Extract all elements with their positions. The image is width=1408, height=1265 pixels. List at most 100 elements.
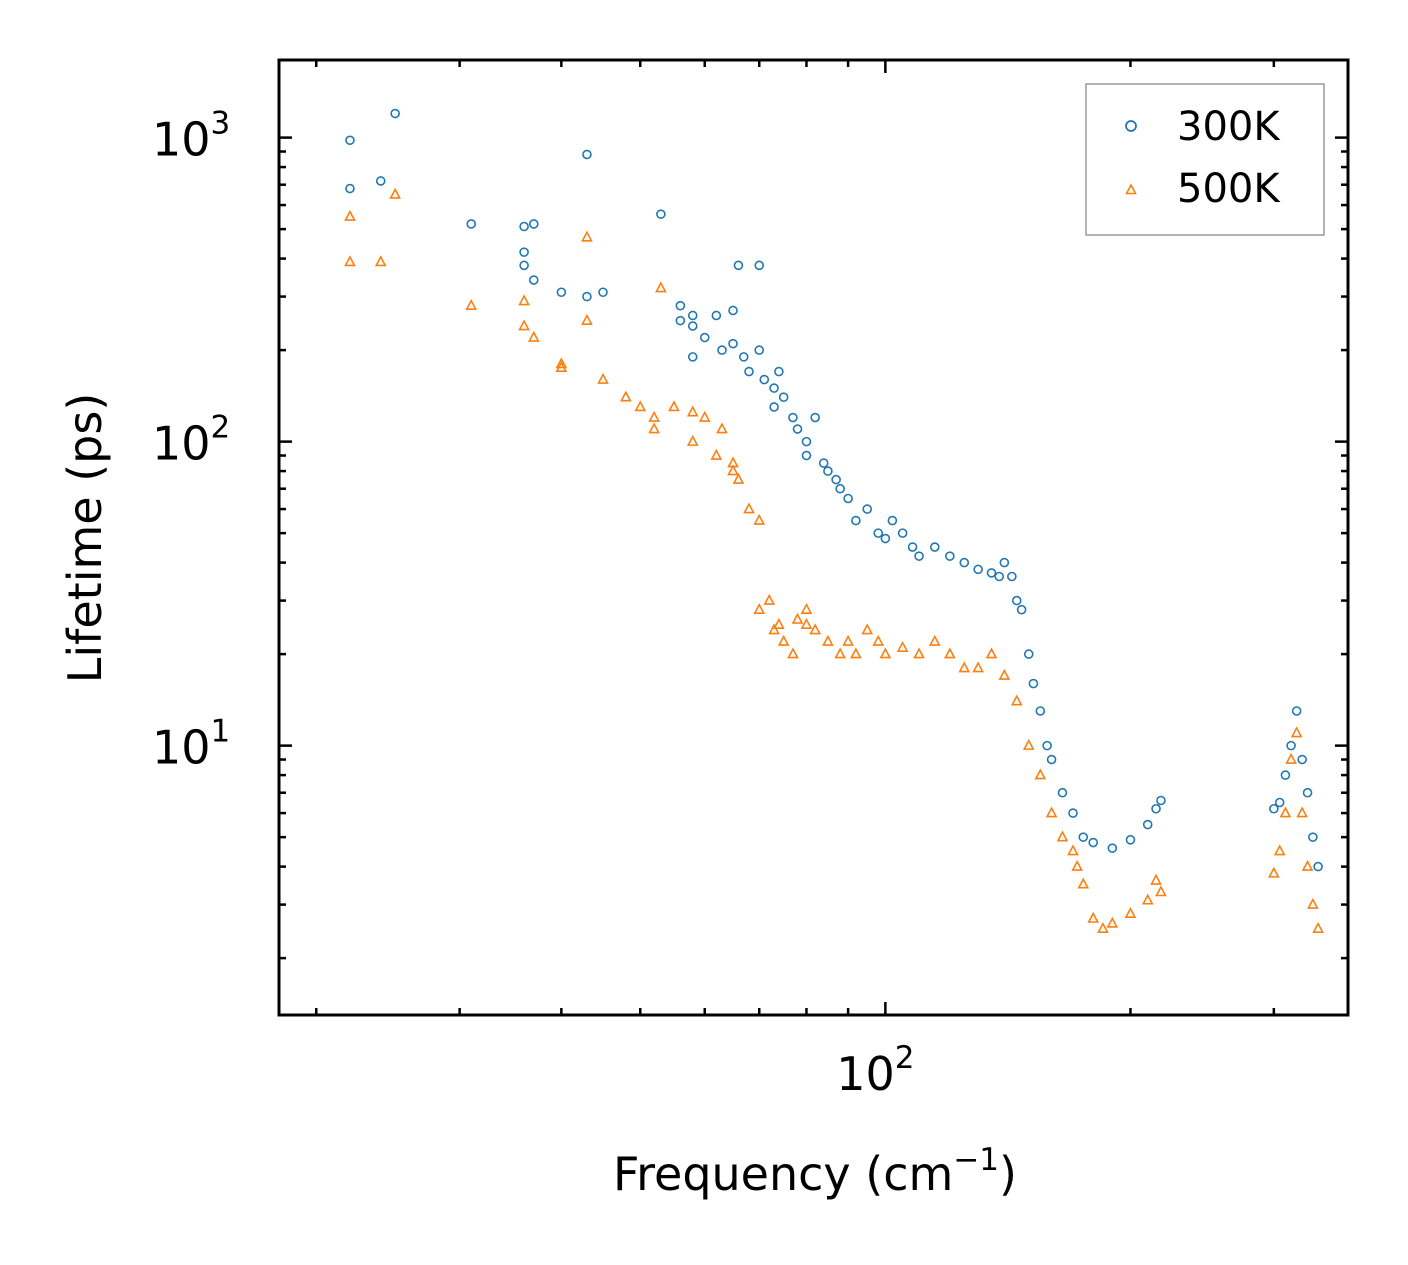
point-500K-46 [896, 640, 909, 652]
point-500K-76 [1307, 897, 1319, 909]
point-500K-75 [1301, 859, 1314, 871]
x-tick-labels: 102 [836, 1040, 914, 1101]
point-500K-5 [518, 294, 530, 306]
point-300K-74 [1142, 819, 1153, 830]
point-500K-25 [727, 464, 739, 476]
point-500K-13 [619, 390, 632, 402]
point-500K-70 [1273, 844, 1286, 856]
point-300K-12 [582, 149, 592, 160]
point-300K-39 [810, 412, 820, 423]
point-300K-17 [687, 321, 698, 331]
point-500K-38 [809, 623, 822, 635]
y-tick-label-1000: 103 [152, 106, 230, 167]
point-300K-76 [1156, 795, 1166, 806]
point-300K-54 [945, 551, 955, 561]
point-300K-4 [466, 219, 477, 229]
y-axis-label: Lifetime (ps) [58, 393, 112, 684]
point-300K-7 [519, 260, 529, 271]
point-500K-27 [743, 502, 755, 514]
point-500K-37 [800, 602, 813, 614]
point-500K-17 [655, 281, 667, 293]
point-300K-36 [792, 424, 803, 434]
point-500K-73 [1290, 726, 1303, 738]
legend-entry-300K: 300K [1125, 104, 1281, 150]
point-300K-22 [717, 345, 727, 355]
point-300K-34 [778, 392, 789, 402]
point-500K-29 [753, 602, 766, 614]
point-300K-28 [754, 345, 765, 355]
point-300K-45 [851, 515, 861, 526]
point-300K-15 [675, 300, 686, 311]
point-300K-81 [1291, 706, 1302, 716]
point-300K-51 [907, 542, 918, 552]
point-300K-79 [1280, 770, 1291, 780]
point-500K-9 [555, 361, 568, 373]
point-500K-7 [527, 330, 540, 342]
point-500K-3 [389, 187, 401, 199]
point-300K-29 [754, 260, 765, 271]
point-500K-66 [1141, 893, 1154, 905]
point-300K-25 [733, 260, 744, 271]
point-300K-37 [801, 436, 812, 447]
point-300K-56 [973, 564, 983, 575]
point-300K-31 [769, 383, 779, 393]
point-300K-60 [1007, 571, 1017, 582]
point-500K-18 [668, 400, 680, 412]
point-300K-5 [519, 221, 529, 232]
point-500K-6 [518, 319, 530, 331]
point-500K-69 [1268, 866, 1280, 878]
legend-label-500K: 500K [1177, 166, 1281, 212]
point-300K-75 [1151, 803, 1161, 814]
legend-marker-300K [1125, 120, 1137, 132]
point-500K-58 [1056, 830, 1069, 842]
point-500K-57 [1045, 806, 1058, 818]
point-500K-62 [1087, 911, 1100, 923]
point-500K-20 [686, 434, 699, 446]
series-300K [345, 108, 1323, 872]
y-tick-label-10: 101 [152, 714, 230, 775]
point-500K-39 [822, 634, 834, 646]
point-300K-24 [728, 338, 738, 349]
point-300K-70 [1078, 832, 1089, 842]
x-axis-label-exponent: −1 [953, 1142, 999, 1178]
point-500K-71 [1279, 806, 1292, 818]
point-500K-0 [344, 209, 356, 221]
point-500K-16 [648, 422, 660, 434]
series-500K [344, 187, 1324, 933]
point-500K-54 [1010, 694, 1023, 706]
series-layer [344, 108, 1324, 933]
point-500K-44 [872, 634, 885, 646]
x-axis-label: Frequency (cm−1) [613, 1142, 1017, 1201]
point-300K-38 [801, 450, 812, 461]
point-500K-21 [698, 410, 711, 422]
point-500K-34 [787, 647, 799, 659]
point-500K-10 [581, 313, 593, 325]
point-300K-64 [1028, 678, 1039, 689]
point-500K-12 [597, 372, 609, 384]
point-500K-35 [791, 612, 804, 624]
legend-frame [1085, 83, 1325, 236]
y-tick-label-100: 102 [152, 410, 230, 471]
point-300K-41 [823, 466, 833, 476]
point-300K-32 [769, 402, 779, 412]
point-300K-11 [582, 291, 592, 302]
point-500K-43 [861, 623, 874, 635]
point-300K-78 [1274, 797, 1285, 808]
point-300K-58 [994, 571, 1005, 582]
point-300K-1 [345, 183, 355, 194]
point-300K-62 [1016, 604, 1027, 615]
point-500K-64 [1106, 916, 1119, 928]
point-300K-18 [687, 310, 698, 321]
legend: 300K 500K [1085, 83, 1325, 236]
point-500K-36 [800, 617, 813, 629]
point-300K-26 [738, 352, 749, 362]
point-300K-47 [873, 528, 884, 538]
point-500K-52 [985, 647, 998, 659]
point-300K-67 [1046, 754, 1057, 765]
point-500K-30 [763, 593, 776, 605]
plot-frame [277, 58, 1350, 1017]
point-500K-51 [972, 661, 984, 673]
point-300K-52 [914, 551, 924, 561]
point-500K-11 [581, 230, 593, 242]
